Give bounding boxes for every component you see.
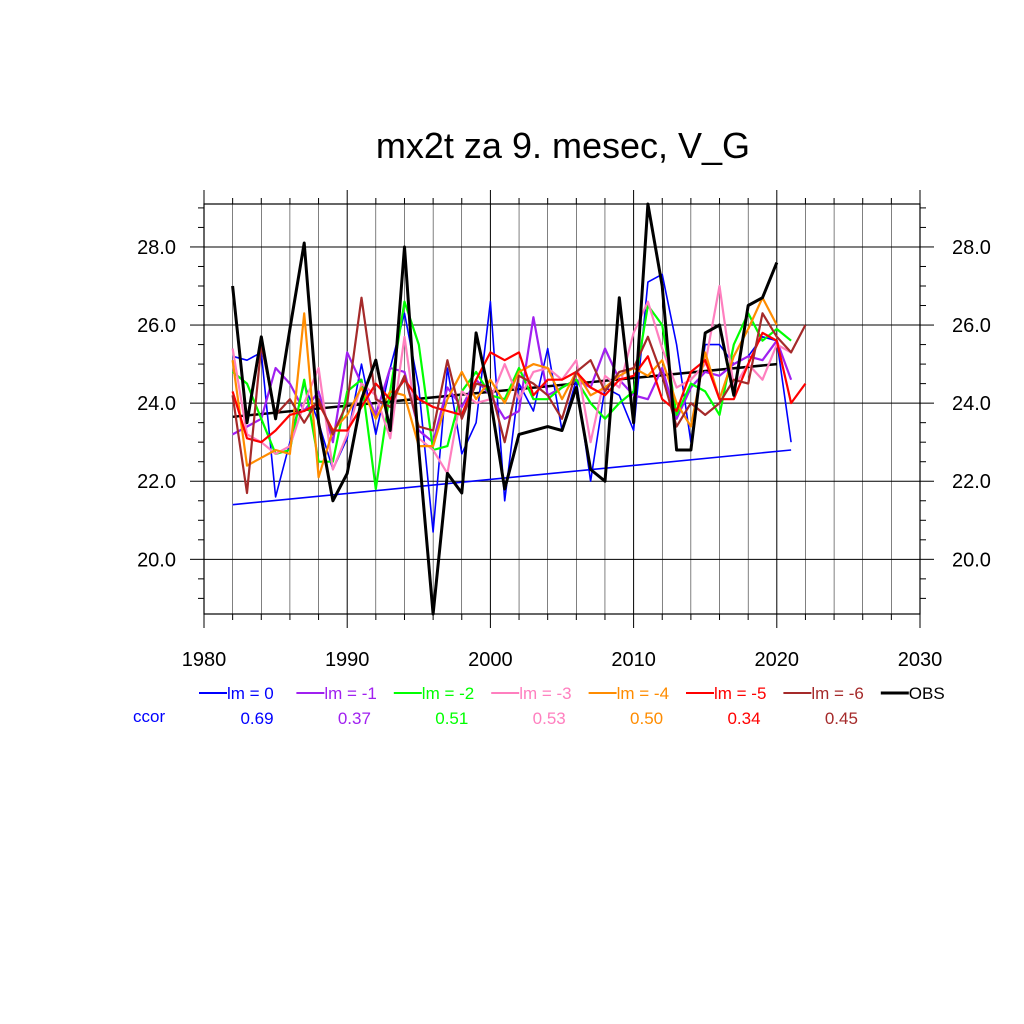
- y-tick-label-right: 28.0: [952, 237, 991, 259]
- ccor-value-4: 0.50: [630, 709, 663, 728]
- legend-label-6: lm = -6: [811, 684, 863, 703]
- series-line-7: [231, 202, 779, 616]
- series-layer: [231, 202, 807, 616]
- series-line-4: [231, 296, 778, 479]
- y-tick-label-right: 24.0: [952, 393, 991, 415]
- series-line-6: [231, 296, 807, 495]
- ccor-value-2: 0.51: [435, 709, 468, 728]
- plot-frame: [203, 203, 921, 615]
- y-tick-label-right: 26.0: [952, 315, 991, 337]
- legend: lm = 0 0.69 lm = -1 0.37 lm = -2 0.51 lm = -3 0…: [133, 684, 945, 728]
- ccor-value-5: 0.34: [727, 709, 760, 728]
- x-tick-label: 2010: [611, 649, 656, 671]
- legend-label-4: lm = -4: [617, 684, 669, 703]
- y-tick-label-right: 20.0: [952, 549, 991, 571]
- tick-label-layer: 1980 1990 2000 2010 2020 2030 20.0 20.0 22.0 22.0…: [137, 237, 991, 671]
- trendline-0: [232, 449, 792, 506]
- tick-layer: [190, 190, 934, 628]
- y-tick-label: 26.0: [137, 315, 176, 337]
- legend-label-1: lm = -1: [324, 684, 376, 703]
- x-tick-label: 2030: [898, 649, 943, 671]
- legend-label-0: lm = 0: [227, 684, 274, 703]
- x-tick-label: 1990: [325, 649, 370, 671]
- ccor-value-1: 0.37: [338, 709, 371, 728]
- ccor-value-0: 0.69: [240, 709, 273, 728]
- legend-label-5: lm = -5: [714, 684, 766, 703]
- y-tick-label: 22.0: [137, 471, 176, 493]
- y-tick-label-right: 22.0: [952, 471, 991, 493]
- legend-label-7: OBS: [909, 684, 945, 703]
- y-tick-label: 28.0: [137, 237, 176, 259]
- chart-title: mx2t za 9. mesec, V_G: [376, 125, 750, 166]
- x-tick-label: 2020: [755, 649, 800, 671]
- x-tick-label: 1980: [182, 649, 227, 671]
- legend-label-2: lm = -2: [422, 684, 474, 703]
- y-tick-label: 24.0: [137, 393, 176, 415]
- y-tick-label: 20.0: [137, 549, 176, 571]
- legend-label-3: lm = -3: [519, 684, 571, 703]
- ccor-value-6: 0.45: [825, 709, 858, 728]
- x-tick-label: 2000: [468, 649, 513, 671]
- ccor-value-3: 0.53: [533, 709, 566, 728]
- ccor-label: ccor: [133, 707, 165, 726]
